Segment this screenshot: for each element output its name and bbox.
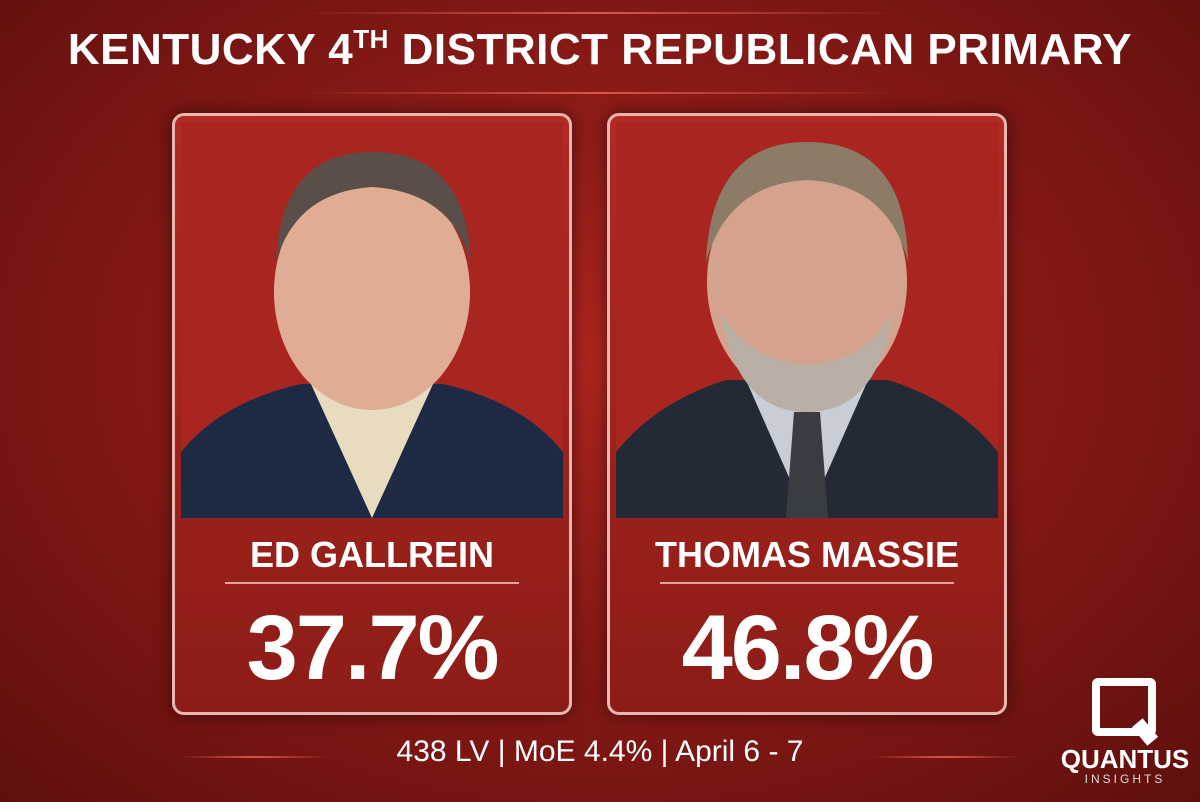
decor-rule [870, 756, 1020, 758]
logo-tagline: INSIGHTS [1084, 772, 1166, 786]
logo-mark: Q [1092, 678, 1156, 736]
candidate-photo [616, 122, 998, 518]
title-superscript: TH [353, 24, 389, 54]
decor-rule [300, 12, 900, 14]
candidate-card: THOMAS MASSIE 46.8% [607, 113, 1007, 715]
candidate-card: ED GALLREIN 37.7% [172, 113, 572, 715]
decor-rule [180, 756, 330, 758]
name-underline [660, 582, 954, 584]
title-text: DISTRICT REPUBLICAN PRIMARY [388, 25, 1133, 74]
decor-rule [300, 92, 900, 94]
name-underline [225, 582, 519, 584]
candidate-name: THOMAS MASSIE [654, 534, 959, 575]
candidate-result: 46.8% [681, 597, 935, 699]
candidate-photo [181, 122, 563, 518]
title-text: KENTUCKY 4 [67, 25, 354, 74]
poll-details: 438 LV | MoE 4.4% | April 6 - 7 [396, 735, 804, 768]
candidate-name: ED GALLREIN [249, 534, 494, 575]
candidate-result: 37.7% [246, 597, 500, 699]
logo-name: QUANTUS [1060, 744, 1190, 774]
title: KENTUCKY 4TH DISTRICT REPUBLICAN PRIMARY [0, 24, 1200, 75]
